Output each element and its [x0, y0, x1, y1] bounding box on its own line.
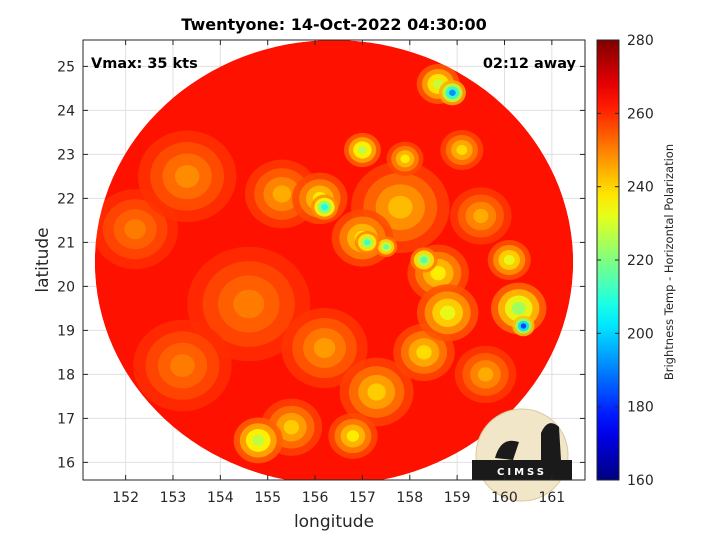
logo-banner [472, 460, 572, 480]
cold-feature [233, 417, 283, 464]
cold-feature-contour [520, 323, 527, 329]
colorbar-tick-label: 240 [627, 180, 654, 196]
cold-feature-contour [170, 354, 195, 378]
cold-feature-contour [511, 301, 526, 315]
x-tick-label: 158 [396, 490, 423, 506]
cold-feature-contour [416, 345, 432, 360]
colorbar-tick-label: 160 [627, 473, 654, 489]
cold-feature-contour [321, 204, 328, 211]
cold-feature [343, 132, 381, 168]
cold-feature [133, 319, 232, 412]
cold-feature [454, 345, 517, 403]
y-tick-label: 23 [57, 147, 75, 163]
cold-feature-contour [346, 430, 360, 442]
vmax-annotation: Vmax: 35 kts [91, 56, 198, 72]
x-tick-label: 161 [538, 490, 565, 506]
x-tick-label: 156 [302, 490, 329, 506]
cold-feature [260, 398, 323, 456]
x-tick-label: 153 [160, 490, 187, 506]
cold-feature-contour [364, 239, 371, 246]
y-tick-label: 17 [57, 411, 75, 427]
axis-ticks [83, 40, 585, 480]
cold-feature [310, 194, 339, 220]
cold-feature-contour [272, 185, 292, 203]
y-tick-label: 18 [57, 367, 75, 383]
y-tick-label: 21 [57, 235, 75, 251]
colorbar-tick-label: 200 [627, 326, 654, 342]
x-tick-label: 160 [491, 490, 518, 506]
cold-feature [328, 413, 378, 459]
plot-frame [82, 39, 586, 481]
cold-feature [416, 284, 479, 342]
x-tick-label: 152 [112, 490, 139, 506]
cold-feature [137, 130, 237, 223]
colorbar-ticks: 160 180 200 220 240 260 280 [597, 33, 654, 489]
cold-feature [386, 141, 424, 176]
x-tick-labels: 152 153 154 155 156 157 158 159 160 161 [112, 490, 565, 506]
cold-feature [438, 80, 466, 106]
cold-feature-contour [503, 254, 515, 266]
y-tick-labels: 16 17 18 19 20 21 22 23 24 25 [57, 59, 75, 471]
cold-feature [450, 187, 512, 245]
brightness-temp-swath [94, 40, 574, 480]
colorbar-tick-label: 180 [627, 400, 654, 416]
cold-feature [187, 246, 311, 362]
cold-feature-contour [473, 208, 489, 224]
cold-feature-contour [252, 434, 265, 447]
cold-feature [375, 236, 398, 258]
cold-feature [440, 129, 484, 171]
colorbar-tick-label: 280 [627, 33, 654, 49]
cold-feature-contour [313, 337, 336, 359]
cold-feature [281, 307, 368, 389]
cold-feature-contour [420, 256, 428, 264]
cold-feature-contour [400, 154, 410, 164]
x-tick-label: 154 [207, 490, 234, 506]
satellite-dish-icon [495, 440, 519, 460]
cold-feature [339, 357, 414, 427]
cold-feature-contour [456, 144, 468, 156]
cold-feature-contour [383, 244, 389, 250]
y-tick-label: 20 [57, 279, 75, 295]
time-away-annotation: 02:12 away [483, 56, 577, 72]
x-tick-label: 155 [254, 490, 281, 506]
y-tick-label: 25 [57, 59, 75, 75]
cold-feature-contour [477, 367, 494, 382]
colorbar-tick-label: 220 [627, 253, 654, 269]
chart-title: Twentyone: 14-Oct-2022 04:30:00 [181, 15, 486, 34]
y-tick-label: 19 [57, 323, 75, 339]
cold-feature-contour [439, 305, 456, 320]
y-tick-label: 16 [57, 455, 75, 471]
cold-feature-contour [367, 383, 386, 401]
cold-feature-contour [283, 420, 300, 435]
x-tick-label: 157 [349, 490, 376, 506]
cold-feature [512, 315, 535, 337]
cold-feature [487, 239, 531, 281]
logo-text: CIMSS [497, 467, 547, 478]
cold-feature [410, 247, 438, 273]
cold-feature-contour [357, 145, 368, 155]
cold-feature-contour [124, 219, 146, 240]
cold-feature-contour [387, 195, 413, 219]
y-axis-label: latitude [33, 227, 53, 292]
cimss-logo: CIMSS [472, 408, 572, 502]
colorbar-label: Brightness Temp - Horizontal Polarizatio… [662, 144, 676, 380]
colorbar-tick-label: 260 [627, 106, 654, 122]
water-tower-icon [541, 423, 561, 460]
cold-feature-contour [449, 89, 456, 96]
y-tick-label: 22 [57, 191, 75, 207]
y-tick-label: 24 [57, 103, 75, 119]
cold-feature [354, 230, 380, 254]
x-axis-label: longitude [294, 512, 374, 532]
x-tick-label: 159 [444, 490, 471, 506]
cold-feature-contour [174, 164, 200, 188]
cold-feature-contour [430, 266, 446, 281]
cold-feature-contour [233, 289, 265, 319]
